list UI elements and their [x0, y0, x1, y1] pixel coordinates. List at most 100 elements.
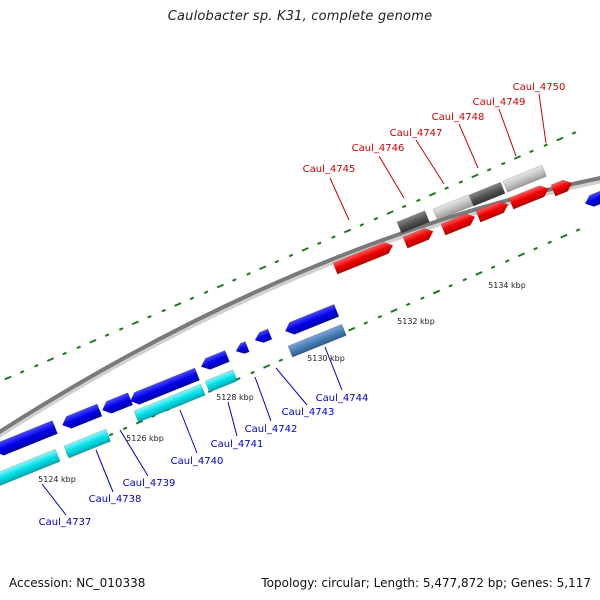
gene-caul-4750-shape [550, 179, 573, 197]
minor-tick [458, 180, 464, 184]
cds-box-caul-4740[interactable] [133, 383, 206, 423]
cds-box-caul-4740-shape [133, 383, 206, 423]
minor-tick [189, 296, 195, 301]
gene-caul-4742-shape [235, 341, 250, 354]
major-tick [347, 326, 356, 332]
cds-box-caul-4747[interactable] [432, 194, 474, 221]
gene-caul-4743[interactable] [253, 328, 273, 345]
gene-offscreen-right-shape [584, 190, 600, 207]
gene-caul-4746[interactable] [402, 226, 435, 249]
gene-label-caul-4743: Caul_4743 [282, 407, 335, 418]
minor-tick [104, 333, 110, 337]
leader-caul-4747 [415, 139, 445, 185]
cds-box-caul-4737-shape [0, 448, 61, 487]
minor-tick [62, 351, 67, 356]
cds-box-caul-4748[interactable] [468, 181, 506, 207]
minor-tick [232, 278, 237, 282]
minor-tick [118, 327, 124, 331]
minor-tick [533, 246, 538, 251]
minor-tick [373, 217, 379, 221]
gene-label-caul-4741: Caul_4741 [211, 439, 264, 450]
minor-tick [76, 345, 81, 350]
minor-tick [34, 364, 39, 368]
gene-label-caul-4740: Caul_4740 [171, 456, 224, 467]
gene-caul-4744[interactable] [283, 304, 340, 337]
gene-offscreen-right[interactable] [583, 190, 600, 210]
leader-caul-4748 [458, 123, 479, 169]
scale-label-5134: 5134 kbp [488, 281, 526, 290]
leader-caul-4743 [275, 367, 308, 406]
minor-tick [444, 186, 449, 190]
major-tick [513, 155, 522, 160]
major-tick [386, 210, 394, 215]
cds-box-caul-4749[interactable] [502, 164, 547, 193]
minor-tick [108, 432, 114, 437]
gene-caul-4740[interactable] [128, 367, 201, 407]
gene-caul-4749[interactable] [508, 183, 551, 210]
minor-tick [359, 223, 364, 227]
cds-box-caul-4746[interactable] [396, 210, 430, 234]
cds-box-caul-4741[interactable] [204, 369, 238, 393]
gene-caul-4747[interactable] [440, 211, 477, 236]
cds-box-caul-4741-shape [204, 369, 238, 393]
scale-label-5126: 5126 kbp [126, 434, 164, 443]
major-tick [216, 283, 224, 289]
gene-label-caul-4749: Caul_4749 [473, 97, 526, 108]
leader-caul-4750 [538, 93, 547, 144]
major-tick [174, 302, 182, 307]
major-tick [428, 191, 437, 197]
leader-caul-4741 [227, 401, 238, 437]
cds-box-caul-4738[interactable] [63, 428, 111, 459]
gene-caul-4748[interactable] [475, 199, 510, 223]
gene-caul-4739[interactable] [100, 392, 134, 416]
cds-box-caul-4747-shape [432, 194, 474, 221]
minor-tick [416, 198, 421, 203]
gene-caul-4748-shape [475, 201, 509, 223]
cds-box-caul-4744[interactable] [287, 323, 347, 358]
cds-box-caul-4737[interactable] [0, 448, 61, 487]
feature-track [0, 164, 600, 487]
gene-caul-4740-shape [130, 367, 201, 405]
minor-tick [486, 168, 492, 172]
cds-box-caul-4746-shape [396, 210, 430, 234]
gene-caul-4750[interactable] [550, 178, 574, 197]
minor-tick [147, 315, 152, 319]
cds-box-caul-4744-shape [287, 323, 347, 358]
major-tick [556, 136, 564, 142]
map-title: Caulobacter sp. K31, complete genome [167, 9, 433, 24]
gene-caul-4745-shape [332, 242, 394, 275]
gene-caul-4745[interactable] [332, 240, 395, 275]
gene-caul-4746-shape [402, 228, 434, 249]
leader-caul-4739 [119, 429, 149, 477]
minor-tick [462, 277, 468, 282]
gene-label-caul-4738: Caul_4738 [89, 494, 142, 505]
minor-tick [203, 290, 209, 294]
gene-label-caul-4748: Caul_4748 [432, 112, 485, 123]
minor-tick [505, 259, 510, 263]
major-tick [432, 289, 441, 295]
gene-label-caul-4746: Caul_4746 [352, 143, 405, 154]
gene-caul-4741-shape [200, 350, 230, 370]
minor-tick [529, 149, 534, 154]
scale-label-5124: 5124 kbp [38, 475, 76, 484]
gene-caul-4737-shape [0, 420, 58, 456]
leader-caul-4738 [95, 449, 114, 493]
gene-caul-4742[interactable] [234, 341, 250, 357]
leader-caul-4746 [378, 155, 405, 199]
minor-tick [317, 241, 322, 245]
minor-tick [405, 302, 411, 307]
minor-tick [331, 235, 336, 239]
accession-text: Accession: NC_010338 [9, 576, 146, 590]
cds-box-caul-4749-shape [502, 164, 547, 193]
leader-caul-4740 [179, 409, 198, 454]
minor-tick [547, 240, 552, 245]
minor-tick [571, 131, 577, 135]
gene-caul-4737[interactable] [0, 420, 58, 458]
gene-caul-4738[interactable] [60, 403, 103, 431]
minor-tick [246, 272, 251, 276]
minor-tick [161, 308, 166, 313]
gene-caul-4741[interactable] [199, 350, 230, 373]
leader-caul-4742 [254, 376, 272, 422]
